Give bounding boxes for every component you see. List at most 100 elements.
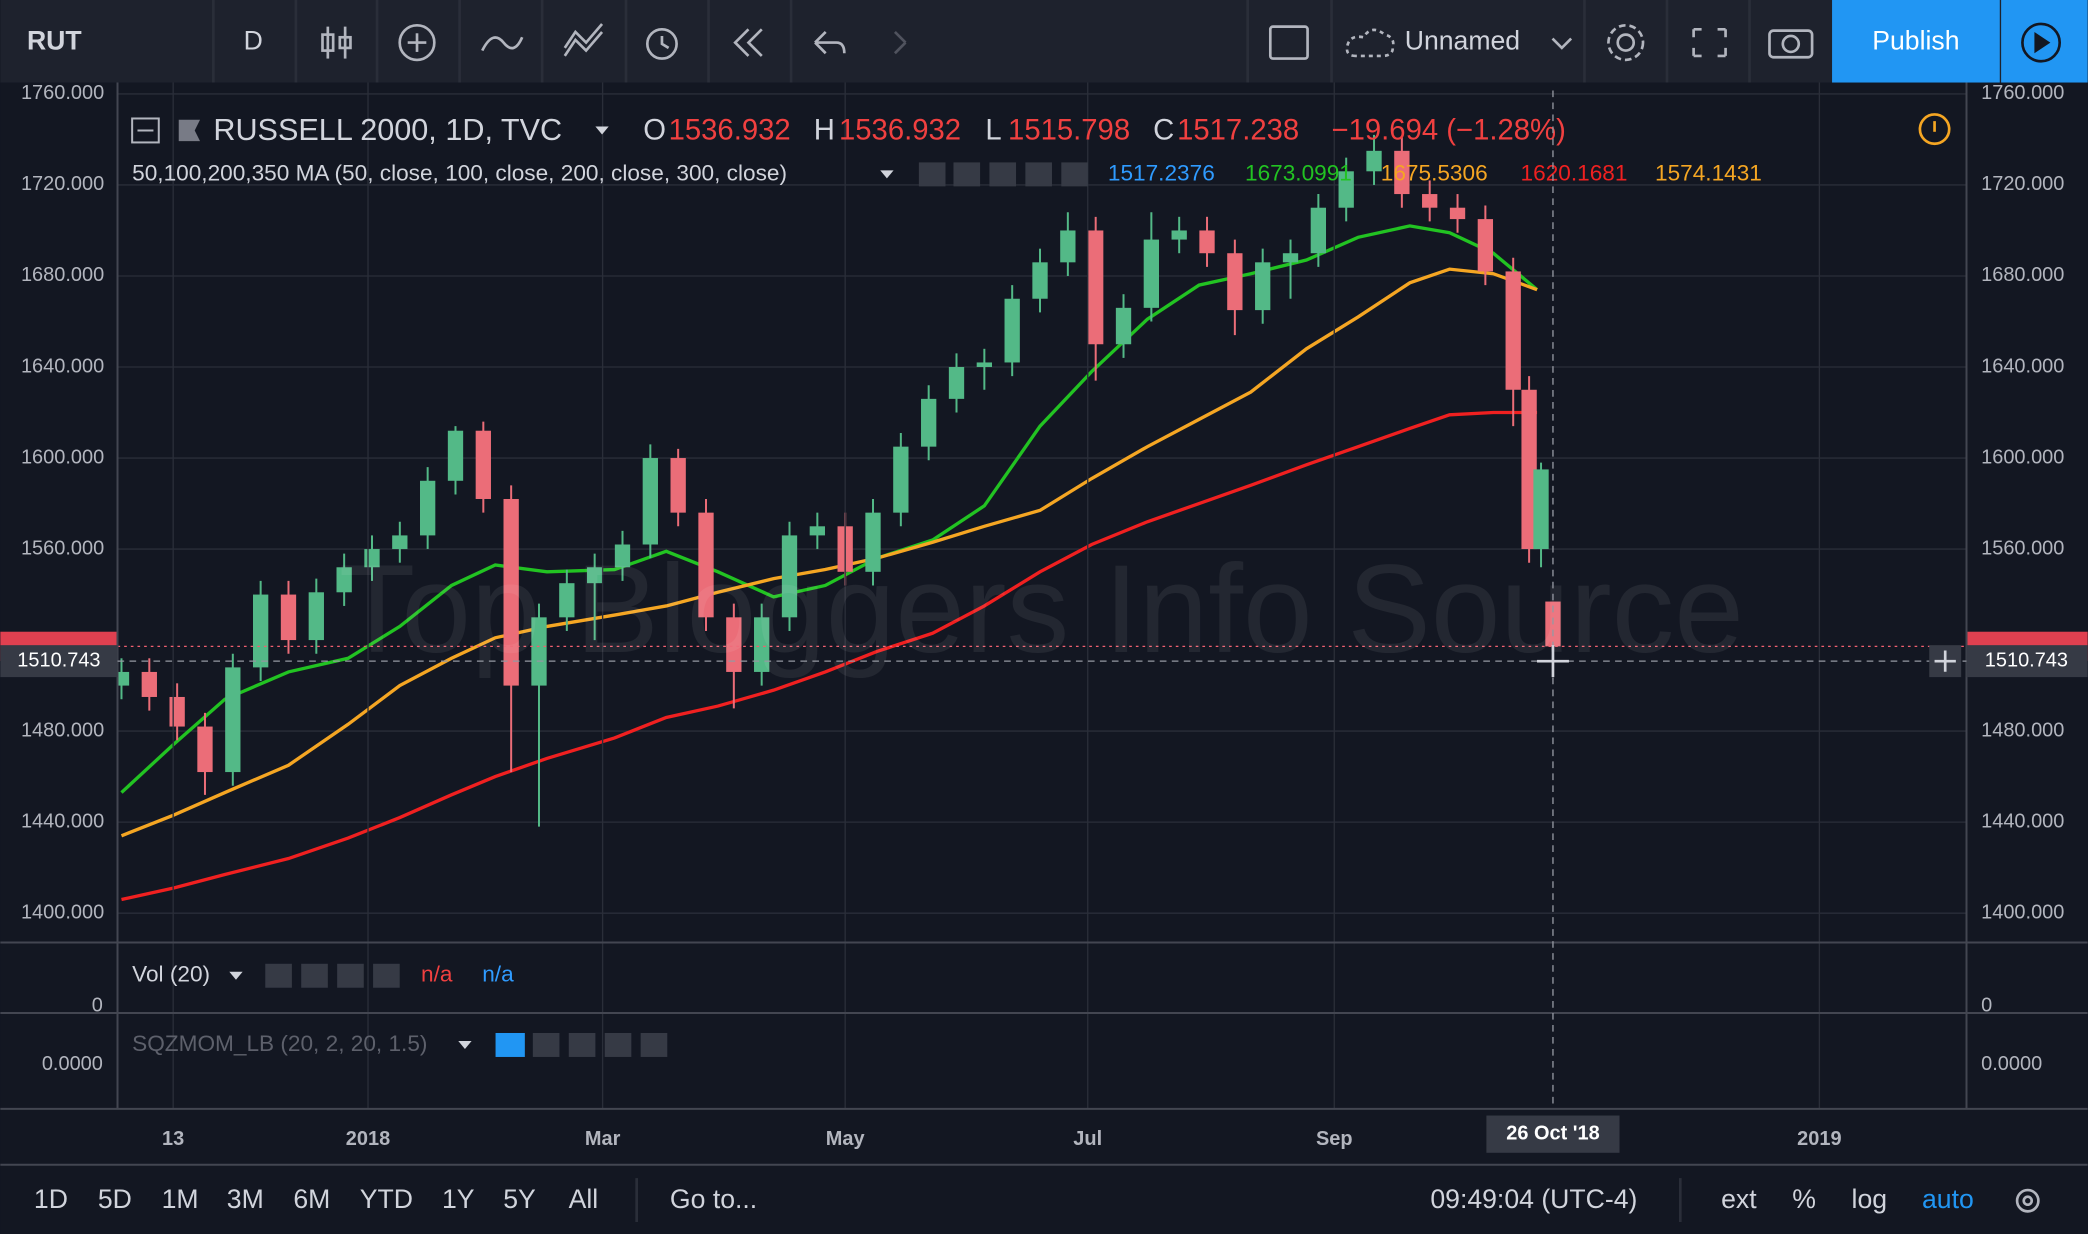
volume-axis-label: 0 <box>92 995 103 1017</box>
candle-body <box>225 667 241 773</box>
settings-icon-core <box>2022 1195 2034 1207</box>
scale-option[interactable]: auto <box>1922 1184 1974 1214</box>
volume-value: n/a <box>482 962 514 987</box>
candle-body <box>1115 307 1132 345</box>
candle-body <box>1143 239 1160 308</box>
settings-icon[interactable] <box>2015 1188 2040 1213</box>
x-tick-label: Sep <box>1316 1128 1353 1150</box>
volume-value: n/a <box>421 962 453 987</box>
toolbar-icons[interactable] <box>321 23 1814 62</box>
candle-body <box>921 398 937 447</box>
candle-body <box>754 617 770 672</box>
legend-title[interactable]: RUSSELL 2000, 1D, TVC <box>213 113 562 147</box>
legend: RUSSELL 2000, 1D, TVC O 1536.932 H 1536.… <box>131 113 1951 187</box>
toolbar-bg <box>0 0 2088 83</box>
range-button[interactable]: 1D <box>34 1184 68 1214</box>
y-tick-label: 1680.000 <box>21 264 104 286</box>
range-button[interactable]: YTD <box>360 1184 413 1214</box>
main-pane <box>117 93 1967 914</box>
candle-body <box>587 567 603 584</box>
candle-body <box>726 617 742 672</box>
volume-title[interactable]: Vol (20) <box>132 962 210 987</box>
candle-body <box>1255 262 1271 311</box>
candle-body <box>642 458 658 545</box>
goto[interactable]: Go to... <box>670 1184 757 1214</box>
interval[interactable]: D <box>244 26 263 56</box>
candle-body <box>781 535 798 618</box>
dropdown-arrow[interactable] <box>595 126 609 135</box>
candle-body <box>1521 389 1537 550</box>
candle-body <box>1310 207 1327 254</box>
ohlc-label: C <box>1153 114 1174 147</box>
candle-body <box>1533 469 1549 550</box>
candle-body <box>809 526 825 536</box>
collapse-icon[interactable] <box>131 117 160 144</box>
pane-frame <box>0 82 2088 1166</box>
candle-body <box>1449 207 1466 220</box>
symbol[interactable]: RUT <box>27 26 82 56</box>
y-tick-label: 1560.000 <box>1981 537 2064 559</box>
ma-buttons[interactable] <box>918 162 1088 187</box>
y-tick-label: 1760.000 <box>1981 82 2064 104</box>
x-tick-label: 13 <box>162 1128 184 1150</box>
ohlc-label: L <box>985 114 1001 147</box>
layout-name[interactable]: Unnamed <box>1405 26 1520 56</box>
y-tick-label: 1720.000 <box>21 173 104 195</box>
range-button[interactable]: 1Y <box>442 1184 475 1214</box>
flag-icon[interactable] <box>178 119 201 142</box>
publish-button[interactable] <box>1832 0 2000 83</box>
range-button[interactable]: 6M <box>293 1184 330 1214</box>
range-button[interactable]: 1M <box>162 1184 199 1214</box>
dropdown-arrow[interactable] <box>458 1040 472 1049</box>
x-tick-label: Jul <box>1073 1128 1102 1150</box>
candle-body <box>1394 150 1410 195</box>
scale-option[interactable]: % <box>1792 1184 1816 1214</box>
range-button[interactable]: All <box>569 1184 599 1214</box>
x-tick-label: Mar <box>585 1128 621 1150</box>
ohlc-label: H <box>814 114 835 147</box>
candle-body <box>308 592 324 641</box>
ohlc-label: O <box>643 114 666 147</box>
ma-value: 1517.2376 <box>1108 160 1215 185</box>
y-tick-label: 1600.000 <box>21 446 104 468</box>
y-tick-label: 1680.000 <box>1981 264 2064 286</box>
moving-average <box>120 224 1539 794</box>
x-tick-label: 2019 <box>1797 1128 1841 1150</box>
ohlc-value: 1515.798 <box>1008 114 1130 147</box>
candle-body <box>1477 219 1494 272</box>
y-tick-label: 1760.000 <box>21 82 104 104</box>
range-button[interactable]: 5D <box>98 1184 132 1214</box>
candle-body <box>1422 194 1438 208</box>
range-button[interactable]: 5Y <box>503 1184 536 1214</box>
candle-body <box>1366 150 1382 172</box>
ma-values: 1517.2376 1673.0991 1675.5306 1620.1681 1574… <box>1108 160 1762 185</box>
price-tag <box>1966 645 2088 678</box>
ma-title[interactable]: 50,100,200,350 MA (50, close, 100, close… <box>132 160 787 185</box>
volume-buttons[interactable] <box>265 963 400 988</box>
scale-option[interactable]: ext <box>1721 1184 1757 1214</box>
play-arrow <box>2034 31 2051 54</box>
clock: 09:49:04 (UTC-4) <box>1430 1184 1637 1214</box>
crosshair-date: 26 Oct '18 <box>1506 1122 1599 1144</box>
publish-label[interactable]: Publish <box>1872 26 1959 56</box>
crosshair-price: 1510.743 <box>1985 649 2068 671</box>
dropdown-arrow[interactable] <box>880 170 894 179</box>
range-button[interactable]: 3M <box>227 1184 264 1214</box>
ohlc-value: 1536.932 <box>669 114 791 147</box>
x-tick-label: 2018 <box>346 1128 390 1150</box>
squeeze-title[interactable]: SQZMOM_LB (20, 2, 20, 1.5) <box>132 1031 427 1056</box>
warning-icon[interactable] <box>1918 113 1951 146</box>
y-tick-label: 1400.000 <box>21 901 104 923</box>
ohlc-value: 1517.238 <box>1177 114 1299 147</box>
squeeze-buttons[interactable] <box>495 1032 668 1057</box>
separators <box>212 0 1751 83</box>
candle-body <box>392 535 408 550</box>
crosshair-cursor <box>1536 645 1569 678</box>
scale-option[interactable]: log <box>1852 1184 1888 1214</box>
ma-value: 1673.0991 <box>1245 160 1352 185</box>
candle-body <box>1060 230 1076 263</box>
dropdown-arrow[interactable] <box>229 971 243 980</box>
squeeze-axis-label: 0.0000 <box>42 1053 103 1075</box>
candle-body <box>1505 271 1521 390</box>
